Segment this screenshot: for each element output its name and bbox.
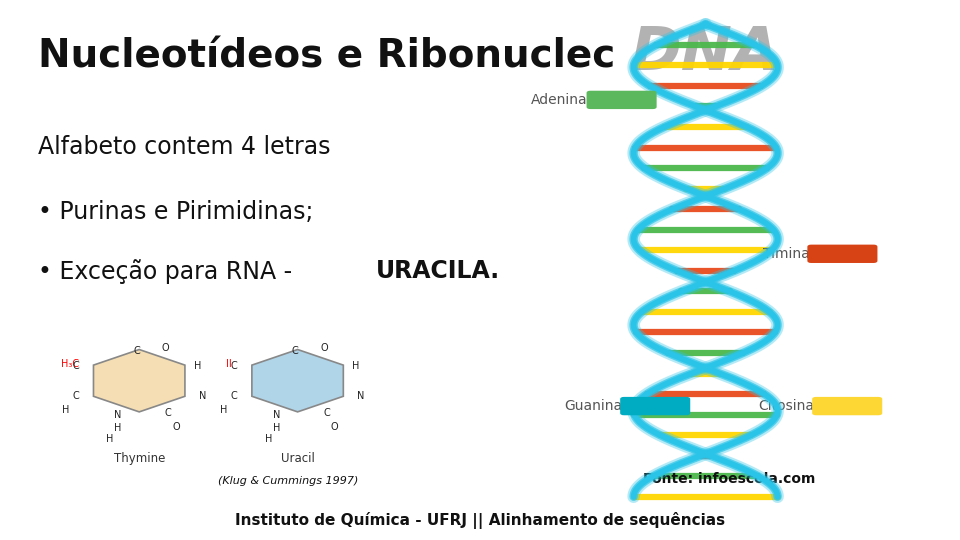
Text: O: O — [162, 343, 169, 353]
Text: N: N — [357, 390, 365, 401]
Text: C: C — [230, 361, 238, 371]
Text: • Exceção para RNA -: • Exceção para RNA - — [38, 259, 300, 284]
Text: Thymine: Thymine — [113, 452, 165, 465]
Text: Uracil: Uracil — [280, 452, 315, 465]
Text: H: H — [194, 361, 201, 371]
Text: II: II — [227, 359, 231, 369]
Text: C: C — [292, 346, 299, 356]
Text: N: N — [199, 390, 206, 401]
Polygon shape — [252, 349, 344, 412]
Text: Nucleotídeos e Ribonuclec: Nucleotídeos e Ribonuclec — [38, 38, 615, 76]
Text: H: H — [265, 434, 273, 444]
Text: C: C — [324, 408, 330, 418]
Text: • Purinas e Pirimidinas;: • Purinas e Pirimidinas; — [38, 200, 314, 224]
Text: C: C — [230, 390, 238, 401]
Text: Adenina: Adenina — [531, 93, 588, 107]
Text: H: H — [220, 406, 228, 415]
FancyBboxPatch shape — [807, 245, 877, 263]
Text: URACILA.: URACILA. — [376, 259, 500, 283]
Text: Instituto de Química - UFRJ || Alinhamento de sequências: Instituto de Química - UFRJ || Alinhamen… — [235, 512, 725, 529]
Text: N: N — [114, 410, 122, 420]
Text: (Klug & Cummings 1997): (Klug & Cummings 1997) — [218, 476, 358, 486]
Text: O: O — [173, 422, 180, 432]
Text: C: C — [165, 408, 172, 418]
Text: H: H — [61, 406, 69, 415]
Text: C: C — [133, 346, 140, 356]
Text: H: H — [114, 423, 122, 433]
Text: Guanina: Guanina — [564, 399, 622, 413]
Text: N: N — [273, 410, 280, 420]
Text: DNA: DNA — [631, 24, 780, 83]
FancyBboxPatch shape — [587, 91, 657, 109]
Text: O: O — [321, 343, 327, 353]
Text: Fonte: infoescola.com: Fonte: infoescola.com — [643, 472, 816, 486]
FancyBboxPatch shape — [620, 397, 690, 415]
Text: H: H — [352, 361, 359, 371]
Text: H₃C: H₃C — [61, 359, 80, 369]
Polygon shape — [93, 349, 185, 412]
Text: H: H — [273, 423, 280, 433]
Text: O: O — [331, 422, 338, 432]
Text: Timina: Timina — [762, 247, 809, 261]
Text: H: H — [107, 434, 114, 444]
FancyBboxPatch shape — [812, 397, 882, 415]
Text: Alfabeto contem 4 letras: Alfabeto contem 4 letras — [38, 135, 331, 159]
Text: Citosina: Citosina — [758, 399, 814, 413]
Text: C: C — [72, 361, 80, 371]
Text: C: C — [72, 390, 80, 401]
